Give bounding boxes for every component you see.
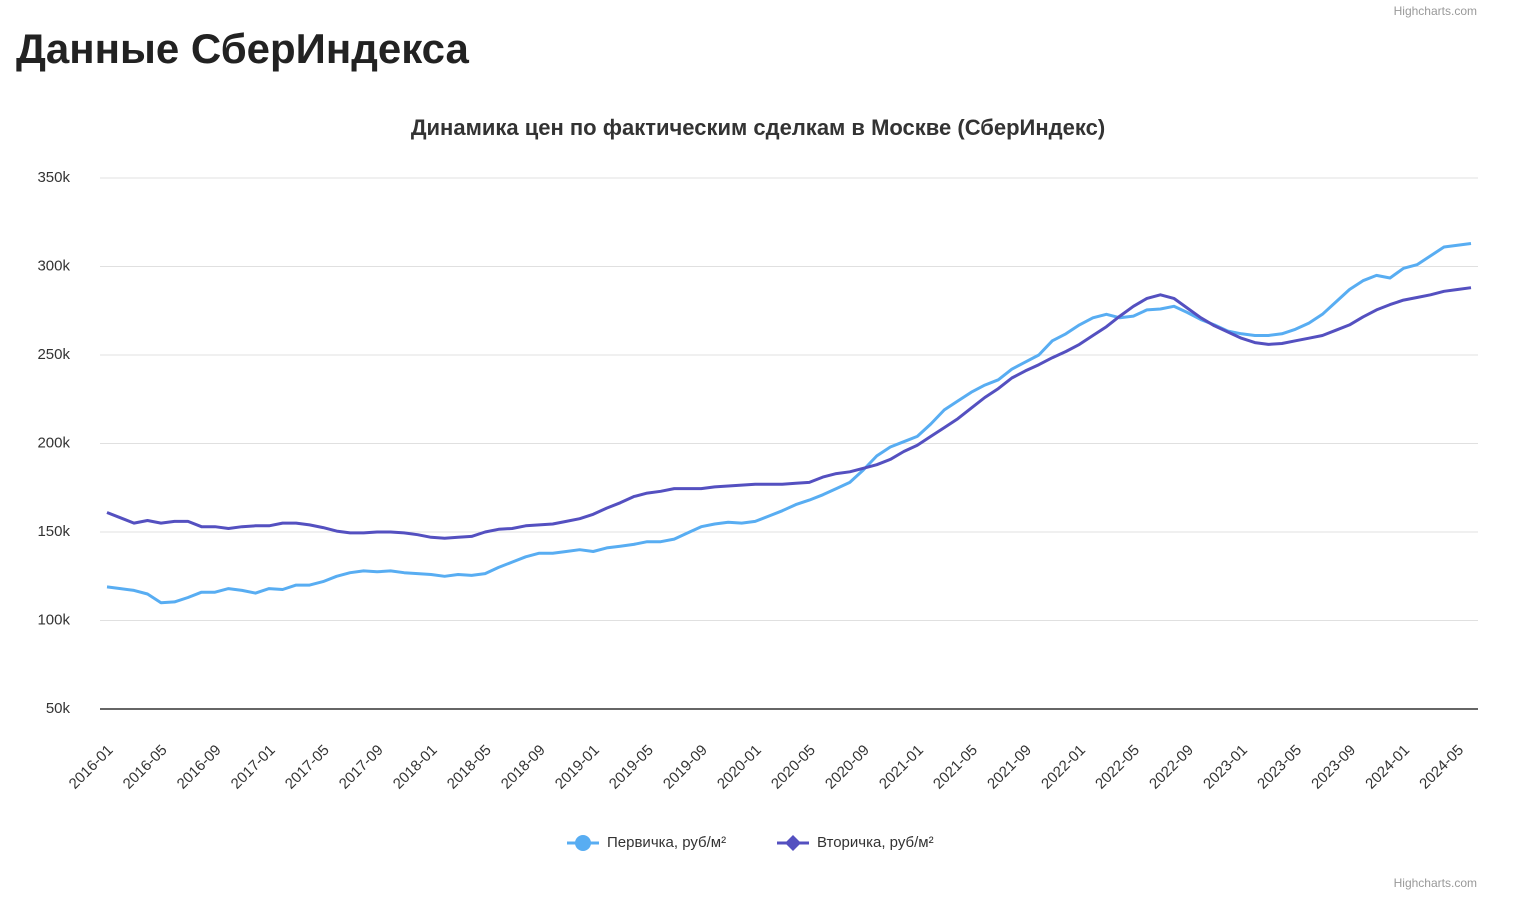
x-tick-label: 2022-05 <box>1092 742 1143 793</box>
x-tick-label: 2021-01 <box>876 742 927 793</box>
x-tick-label: 2023-09 <box>1308 742 1359 793</box>
credits[interactable]: Highcharts.com <box>1394 4 1477 18</box>
x-tick-label: 2022-09 <box>1146 742 1197 793</box>
y-tick-label: 250k <box>37 346 70 363</box>
x-tick-label: 2018-05 <box>444 742 495 793</box>
y-tick-label: 100k <box>37 611 70 628</box>
x-tick-label: 2019-05 <box>606 742 657 793</box>
x-tick-label: 2024-01 <box>1362 742 1413 793</box>
legend-label: Первичка, руб/м² <box>607 834 726 851</box>
x-tick-label: 2016-05 <box>120 742 171 793</box>
page-title: Данные СберИндекса <box>16 25 470 72</box>
x-tick-label: 2024-05 <box>1416 742 1467 793</box>
x-tick-label: 2020-05 <box>768 742 819 793</box>
legend-label: Вторичка, руб/м² <box>817 834 934 851</box>
x-tick-label: 2019-09 <box>660 742 711 793</box>
x-tick-label: 2018-01 <box>390 742 441 793</box>
series-line <box>106 286 1472 540</box>
x-tick-label: 2017-01 <box>228 742 279 793</box>
x-tick-label: 2016-09 <box>174 742 225 793</box>
x-tick-label: 2021-05 <box>930 742 981 793</box>
chart-title: Динамика цен по фактическим сделкам в Мо… <box>411 115 1105 140</box>
legend-marker <box>785 835 801 851</box>
x-tick-label: 2020-09 <box>822 742 873 793</box>
y-tick-label: 200k <box>37 434 70 451</box>
y-tick-label: 50k <box>46 700 71 717</box>
legend-marker <box>575 835 591 851</box>
credits[interactable]: Highcharts.com <box>1394 876 1477 890</box>
x-tick-label: 2016-01 <box>66 742 117 793</box>
y-tick-label: 150k <box>37 523 70 540</box>
x-tick-label: 2022-01 <box>1038 742 1089 793</box>
x-tick-label: 2021-09 <box>984 742 1035 793</box>
x-tick-label: 2023-01 <box>1200 742 1251 793</box>
x-tick-label: 2018-09 <box>498 742 549 793</box>
x-tick-label: 2017-09 <box>336 742 387 793</box>
x-tick-label: 2017-05 <box>282 742 333 793</box>
x-tick-label: 2023-05 <box>1254 742 1305 793</box>
x-tick-label: 2020-01 <box>714 742 765 793</box>
series-line <box>106 242 1472 605</box>
y-tick-label: 350k <box>37 169 70 186</box>
x-tick-label: 2019-01 <box>552 742 603 793</box>
y-tick-label: 300k <box>37 257 70 274</box>
